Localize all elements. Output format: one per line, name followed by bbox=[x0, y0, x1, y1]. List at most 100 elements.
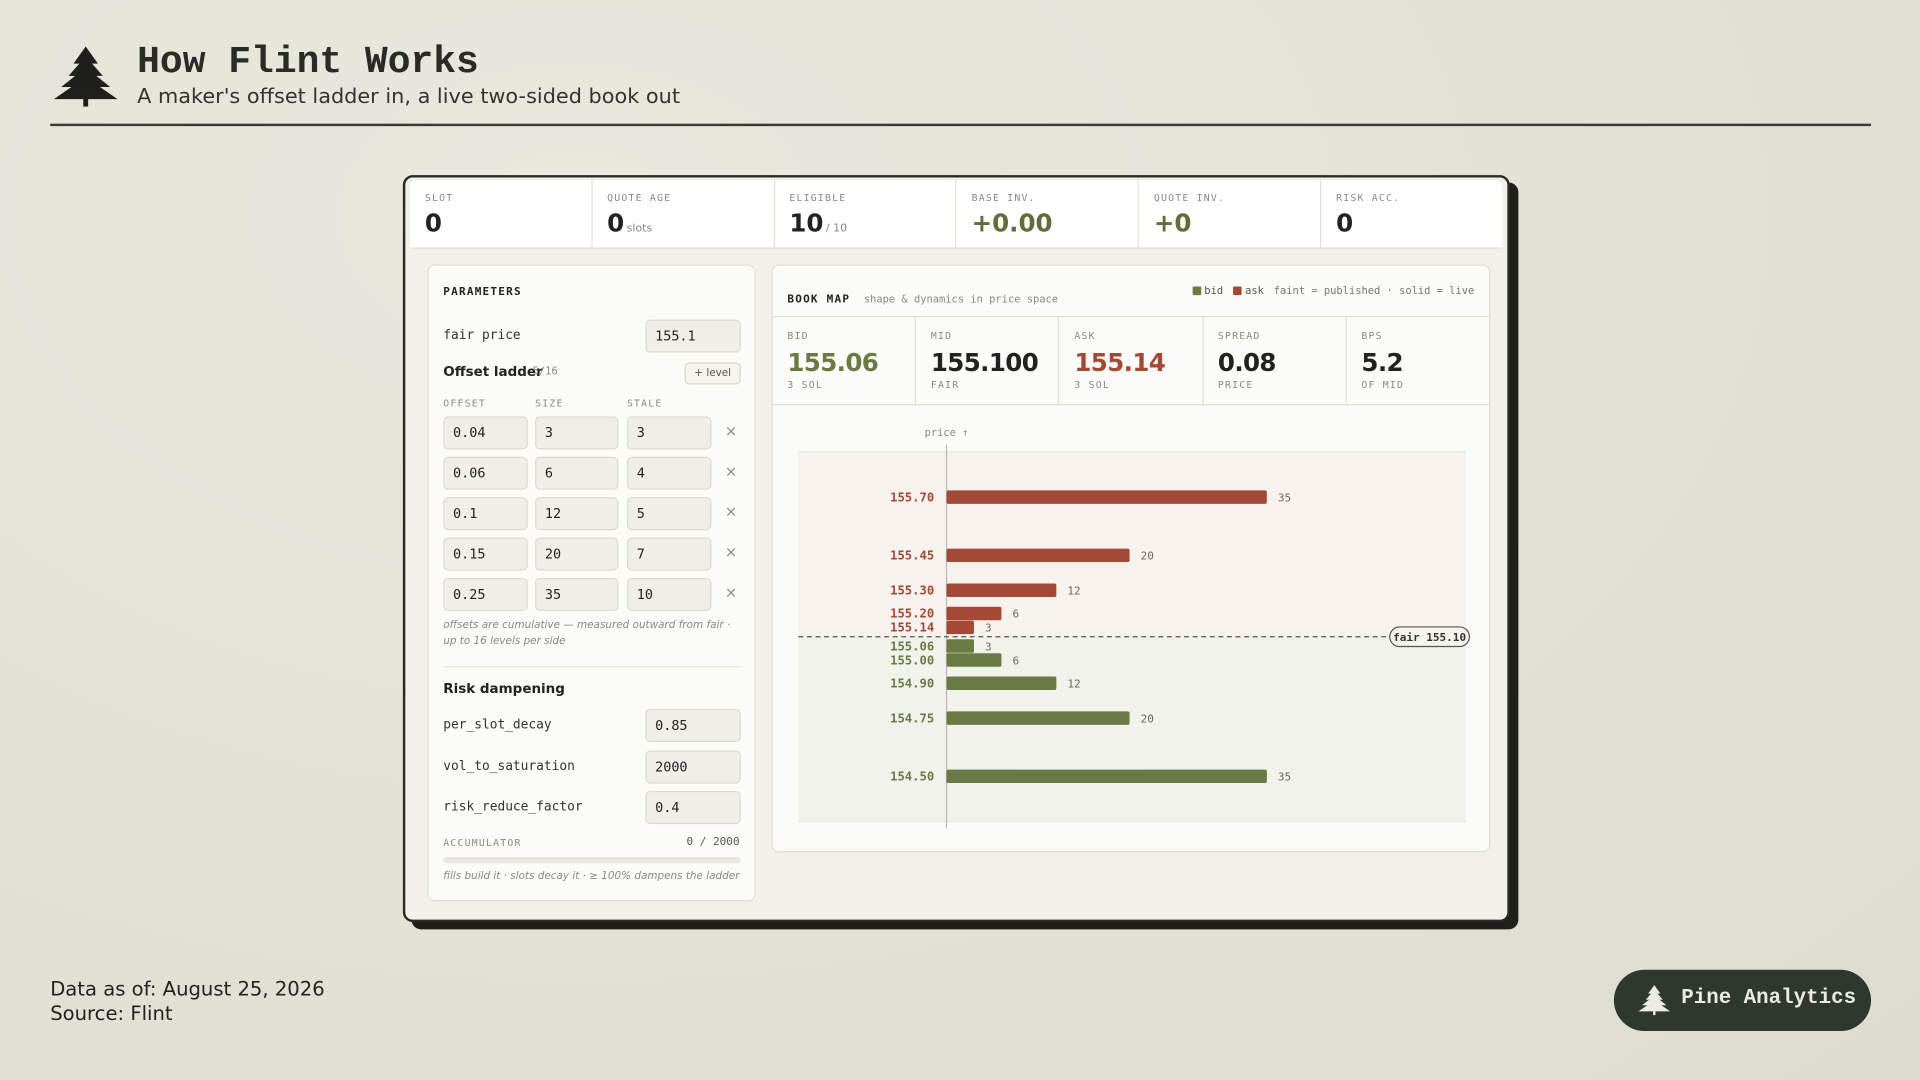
ladder-input[interactable]: 10 bbox=[626, 577, 712, 612]
field-label: vol_to_saturation bbox=[443, 758, 575, 774]
quote-label: BPS bbox=[1361, 330, 1383, 342]
price-label: 154.50 bbox=[890, 770, 934, 784]
ladder-input[interactable]: 6 bbox=[535, 456, 619, 490]
risk-title: Risk dampening bbox=[443, 680, 565, 697]
quote-row: BID 155.06 3 SOL MID 155.100 FAIR ASK 155.14 3 S… bbox=[772, 315, 1489, 406]
field-input[interactable]: 0.85 bbox=[645, 708, 741, 743]
ask-bar bbox=[946, 606, 1002, 621]
ladder-title: Offset ladder bbox=[443, 363, 543, 380]
bid-bar bbox=[946, 711, 1130, 725]
field-input[interactable]: 0.4 bbox=[645, 791, 741, 825]
quote-sub: 3 SOL bbox=[1074, 379, 1110, 391]
bid-bar bbox=[946, 676, 1057, 690]
quote-label: SPREAD bbox=[1217, 330, 1261, 342]
logo-icon bbox=[53, 46, 118, 107]
bid-bar bbox=[946, 769, 1267, 784]
stat-cell: BASE INV. +0.00 bbox=[957, 180, 1140, 248]
ladder-input[interactable]: 3 bbox=[626, 416, 712, 450]
field-label: per_slot_decay bbox=[443, 717, 552, 733]
remove-button[interactable]: × bbox=[724, 584, 738, 602]
ladder-count: 5/16 bbox=[532, 366, 558, 379]
stat-cell: ELIGIBLE 10/ 10 bbox=[775, 180, 957, 248]
field-label: risk_reduce_factor bbox=[443, 799, 583, 815]
stat-number: 0 bbox=[1336, 208, 1354, 238]
legend-note: faint = published · solid = live bbox=[1273, 285, 1475, 298]
size-label: 20 bbox=[1141, 712, 1154, 725]
ladder-input[interactable]: 0.06 bbox=[443, 456, 528, 490]
section-title: BOOK MAP bbox=[787, 293, 851, 307]
ladder-input[interactable]: 0.04 bbox=[443, 416, 528, 450]
price-label: 154.90 bbox=[890, 677, 934, 691]
field-input[interactable]: 2000 bbox=[645, 750, 741, 784]
book-map-header: BOOK MAP shape & dynamics in price space bbox=[787, 284, 1058, 307]
brand-name: Pine Analytics bbox=[1681, 986, 1857, 1011]
ladder-input[interactable]: 7 bbox=[626, 537, 712, 571]
ladder-input[interactable]: 35 bbox=[535, 577, 619, 612]
size-label: 3 bbox=[985, 640, 992, 653]
legend-swatch bbox=[1192, 285, 1201, 295]
legend-item: ask bbox=[1232, 285, 1264, 298]
ask-bar bbox=[946, 583, 1057, 597]
price-label: 155.06 bbox=[890, 639, 934, 653]
fair-price-input[interactable]: 155.1 bbox=[645, 319, 741, 353]
ladder-input[interactable]: 4 bbox=[626, 456, 712, 490]
fair-price: 155.10 bbox=[1426, 631, 1466, 644]
divider bbox=[50, 123, 1872, 127]
size-label: 12 bbox=[1067, 584, 1080, 597]
size-label: 20 bbox=[1141, 550, 1154, 563]
ladder-input[interactable]: 0.1 bbox=[443, 497, 528, 531]
ladder-input[interactable]: 20 bbox=[535, 537, 619, 571]
accumulator-value: 0 / 2000 bbox=[686, 836, 740, 849]
ladder-input[interactable]: 5 bbox=[626, 497, 712, 531]
stat-number: +0 bbox=[1153, 208, 1192, 238]
quote-value: 5.2 bbox=[1361, 347, 1403, 378]
column-header: STALE bbox=[626, 397, 663, 409]
brand-badge: Pine Analytics bbox=[1613, 969, 1872, 1032]
remove-button[interactable]: × bbox=[724, 503, 738, 521]
stat-value: 0 bbox=[1336, 208, 1488, 237]
quote-cell: BPS 5.2 OF MID bbox=[1347, 317, 1489, 404]
ask-bar bbox=[946, 620, 974, 635]
legend-label: bid bbox=[1204, 285, 1224, 298]
stat-cell: QUOTE INV. +0 bbox=[1139, 180, 1322, 248]
fair-word: fair bbox=[1393, 631, 1420, 644]
ladder-input[interactable]: 12 bbox=[535, 497, 619, 531]
ladder-note: offsets are cumulative — measured outwar… bbox=[443, 619, 731, 648]
size-label: 35 bbox=[1278, 771, 1291, 784]
stat-number: 0 bbox=[424, 208, 442, 238]
quote-label: BID bbox=[787, 330, 809, 342]
ladder-input[interactable]: 0.25 bbox=[443, 577, 528, 612]
stats-row: SLOT 0 QUOTE AGE 0 slots ELIGIBLE 10/ 10 BASE I… bbox=[410, 180, 1503, 249]
stat-unit: / 10 bbox=[825, 222, 848, 236]
book-map-chart: price ↑ 155.70 35 155.45 20 155.30 12 155.20 6 15… bbox=[798, 427, 1471, 828]
quote-value: 155.14 bbox=[1074, 347, 1166, 378]
remove-button[interactable]: × bbox=[724, 422, 738, 440]
legend-swatch bbox=[1232, 285, 1242, 295]
ask-bar bbox=[946, 490, 1267, 504]
quote-sub: 3 SOL bbox=[787, 379, 823, 391]
remove-button[interactable]: × bbox=[724, 543, 738, 561]
fair-label: fair 155.10 bbox=[1393, 631, 1466, 644]
size-label: 35 bbox=[1278, 491, 1291, 504]
column-header: SIZE bbox=[535, 397, 564, 409]
size-label: 12 bbox=[1067, 678, 1080, 691]
risk-note: fills build it · slots decay it · ≥ 100%… bbox=[443, 870, 740, 883]
price-label: 154.75 bbox=[890, 711, 934, 725]
quote-cell: MID 155.100 FAIR bbox=[916, 317, 1060, 405]
add-level-button[interactable]: + level bbox=[684, 362, 741, 385]
bid-band bbox=[798, 636, 1466, 822]
ladder-input[interactable]: 3 bbox=[535, 416, 619, 450]
page-title: How Flint Works bbox=[137, 41, 479, 85]
quote-label: ASK bbox=[1074, 330, 1096, 342]
quote-cell: BID 155.06 3 SOL bbox=[773, 317, 917, 405]
quote-value: 0.08 bbox=[1217, 347, 1277, 378]
field-label: fair price bbox=[443, 328, 521, 343]
remove-button[interactable]: × bbox=[724, 462, 738, 480]
stat-cell: QUOTE AGE 0 slots bbox=[592, 180, 775, 248]
stat-label: QUOTE AGE bbox=[607, 192, 672, 204]
book-map-panel: BOOK MAP shape & dynamics in price space… bbox=[771, 264, 1491, 853]
legend-label: ask bbox=[1245, 285, 1264, 298]
bid-bar bbox=[946, 639, 974, 653]
ladder-input[interactable]: 0.15 bbox=[443, 537, 528, 571]
